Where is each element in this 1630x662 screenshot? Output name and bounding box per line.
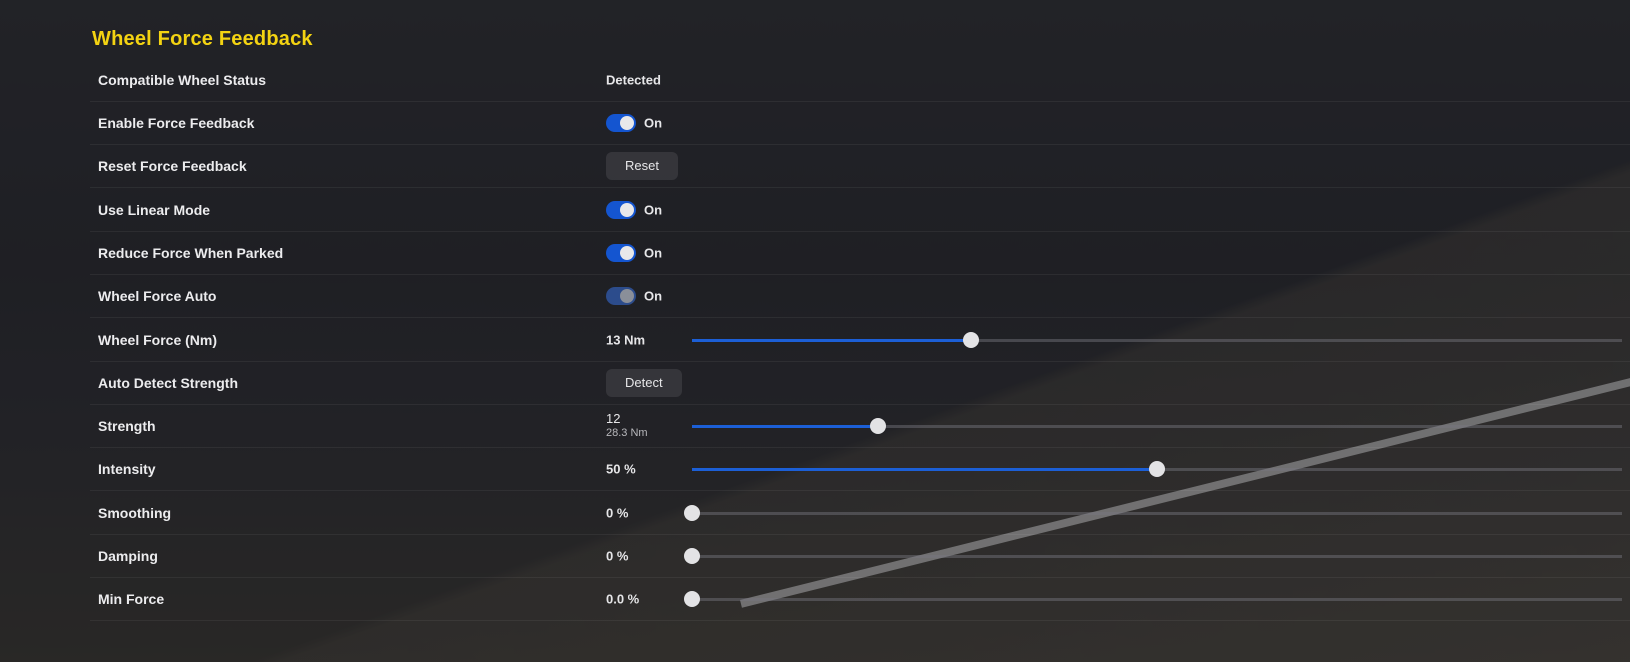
slider-value: 0 % <box>606 548 629 563</box>
setting-label: Intensity <box>98 460 156 477</box>
setting-label: Damping <box>98 547 158 564</box>
slider-value: 12 28.3 Nm <box>606 412 648 440</box>
setting-row-min-force: Min Force 0.0 % <box>90 577 1630 621</box>
slider-thumb[interactable] <box>870 417 886 434</box>
setting-row-compatible-wheel-status: Compatible Wheel Status Detected <box>90 58 1630 102</box>
setting-row-wheel-force-nm: Wheel Force (Nm) 13 Nm <box>90 318 1630 362</box>
setting-label: Auto Detect Strength <box>98 374 238 391</box>
slider-track[interactable] <box>684 504 1622 521</box>
setting-label: Smoothing <box>98 504 172 521</box>
section-title: Wheel Force Feedback <box>92 28 313 50</box>
slider-thumb[interactable] <box>1149 460 1165 477</box>
setting-label: Wheel Force Auto <box>98 287 217 304</box>
setting-label: Compatible Wheel Status <box>98 71 267 88</box>
setting-row-reset-force-feedback: Reset Force Feedback Reset <box>90 144 1630 188</box>
toggle-state: On <box>644 202 663 217</box>
setting-row-reduce-force-when-parked: Reduce Force When Parked On <box>90 231 1630 275</box>
slider-fill <box>692 467 1157 471</box>
setting-row-enable-force-feedback: Enable Force Feedback On <box>90 101 1630 145</box>
slider-thumb[interactable] <box>963 331 979 348</box>
setting-label: Wheel Force (Nm) <box>98 331 218 348</box>
setting-row-auto-detect-strength: Auto Detect Strength Detect <box>90 361 1630 405</box>
slider-value-sub: 28.3 Nm <box>606 427 648 439</box>
setting-row-wheel-force-auto: Wheel Force Auto On <box>90 274 1630 318</box>
auto-detect-strength-button[interactable]: Detect <box>606 368 682 397</box>
slider-value: 13 Nm <box>606 332 646 347</box>
setting-row-strength: Strength 12 28.3 Nm <box>90 404 1630 448</box>
toggle-knob <box>620 245 634 260</box>
toggle-state: On <box>644 288 663 303</box>
setting-label: Enable Force Feedback <box>98 114 255 131</box>
slider-thumb[interactable] <box>684 590 700 607</box>
slider-thumb[interactable] <box>684 547 700 564</box>
slider-fill <box>692 424 878 428</box>
slider-track[interactable] <box>692 417 1622 434</box>
slider-value: 0 % <box>606 505 629 520</box>
status-value: Detected <box>606 72 661 87</box>
setting-label: Reduce Force When Parked <box>98 244 284 261</box>
slider-value-main: 12 <box>606 411 621 426</box>
slider-value: 50 % <box>606 461 636 476</box>
toggle-switch[interactable] <box>606 200 636 219</box>
setting-row-intensity: Intensity 50 % <box>90 447 1630 491</box>
setting-label: Reset Force Feedback <box>98 157 247 174</box>
slider-thumb[interactable] <box>684 504 700 521</box>
toggle-switch[interactable] <box>606 243 636 262</box>
toggle-state: On <box>644 245 663 260</box>
setting-label: Strength <box>98 417 156 434</box>
setting-row-damping: Damping 0 % <box>90 534 1630 578</box>
toggle-knob <box>620 288 634 303</box>
toggle-switch[interactable] <box>606 113 636 132</box>
setting-row-use-linear-mode: Use Linear Mode On <box>90 188 1630 232</box>
setting-row-smoothing: Smoothing 0 % <box>90 491 1630 535</box>
reset-force-feedback-button[interactable]: Reset <box>606 151 678 180</box>
setting-label: Min Force <box>98 590 165 607</box>
slider-fill <box>692 338 971 342</box>
toggle-knob <box>620 115 634 130</box>
setting-label: Use Linear Mode <box>98 201 211 218</box>
slider-track[interactable] <box>684 590 1622 607</box>
slider-track[interactable] <box>692 331 1622 348</box>
toggle-state: On <box>644 115 663 130</box>
slider-track[interactable] <box>684 547 1622 564</box>
toggle-knob <box>620 202 634 217</box>
toggle-switch[interactable] <box>606 286 636 305</box>
slider-track[interactable] <box>692 460 1622 477</box>
slider-value: 0.0 % <box>606 591 640 606</box>
